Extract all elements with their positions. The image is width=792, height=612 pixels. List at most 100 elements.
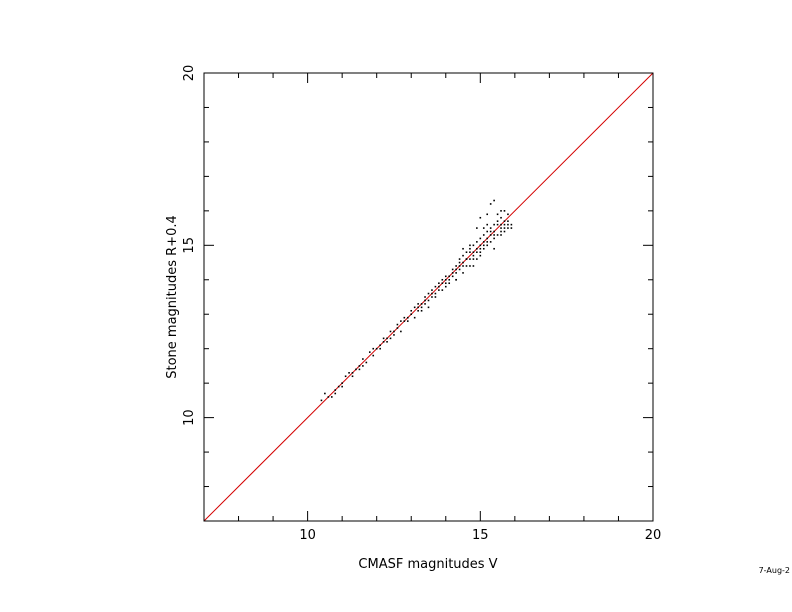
data-point	[406, 320, 409, 322]
x-tick-label: 10	[299, 528, 316, 543]
data-point	[372, 354, 375, 357]
data-point	[431, 296, 433, 298]
data-point	[486, 241, 489, 243]
data-point	[472, 244, 475, 247]
data-point	[348, 372, 350, 374]
data-point	[434, 285, 437, 288]
data-point	[417, 303, 419, 305]
plot-frame	[203, 72, 654, 522]
data-point	[465, 265, 468, 267]
data-point	[479, 237, 482, 240]
data-point	[482, 234, 485, 236]
data-point	[448, 278, 451, 281]
data-point	[458, 268, 461, 271]
data-point	[479, 251, 482, 253]
data-point	[324, 392, 326, 395]
data-point	[496, 213, 499, 216]
data-point	[320, 399, 323, 402]
data-point	[482, 227, 485, 229]
data-point	[355, 368, 357, 371]
data-point	[493, 234, 495, 236]
data-point	[500, 223, 502, 226]
data-point	[462, 261, 464, 264]
data-point	[476, 258, 478, 260]
data-point	[503, 227, 506, 229]
data-point	[420, 303, 423, 305]
data-point	[455, 278, 457, 281]
data-point	[465, 251, 468, 253]
data-point	[465, 258, 468, 260]
data-point	[424, 303, 426, 305]
data-point	[368, 351, 371, 353]
data-point	[469, 244, 471, 247]
data-point	[486, 230, 489, 233]
data-point	[493, 247, 495, 250]
data-point	[427, 306, 430, 309]
data-point	[500, 230, 502, 233]
data-point	[444, 275, 447, 278]
data-point	[482, 247, 485, 250]
data-point	[410, 309, 413, 312]
data-point	[379, 344, 381, 347]
data-point	[362, 365, 364, 367]
data-point	[493, 223, 495, 226]
data-point	[479, 254, 482, 257]
data-point	[410, 313, 413, 316]
data-point	[389, 337, 392, 340]
data-point	[500, 210, 502, 212]
reference-line	[203, 72, 654, 522]
data-point	[393, 334, 395, 336]
data-point	[455, 265, 457, 267]
data-point	[500, 234, 502, 236]
data-point	[451, 272, 454, 274]
data-point	[489, 230, 492, 233]
data-point	[507, 223, 509, 226]
reference-line-layer	[203, 72, 654, 522]
date-stamp: 7-Aug-2	[758, 566, 790, 575]
data-point	[455, 272, 457, 274]
y-tick-label: 10	[182, 409, 197, 426]
data-point	[482, 241, 485, 243]
data-point	[351, 375, 354, 378]
data-point	[448, 282, 451, 285]
data-point	[424, 299, 426, 302]
data-point	[469, 265, 471, 267]
data-point	[486, 244, 489, 247]
data-point	[482, 244, 485, 247]
data-point	[462, 265, 464, 267]
data-point	[476, 251, 478, 253]
tick-labels-layer: 10 15 20 10 15 20	[182, 65, 661, 543]
data-point	[486, 237, 489, 240]
x-axis-label: CMASF magnitudes V	[358, 557, 497, 572]
data-point	[337, 385, 340, 388]
data-point	[420, 309, 423, 312]
data-point	[476, 227, 478, 229]
data-point	[486, 223, 489, 226]
data-point	[469, 247, 471, 250]
data-point	[479, 216, 482, 219]
y-tick-label: 15	[182, 237, 197, 254]
data-point	[458, 261, 461, 264]
data-point	[472, 251, 475, 253]
data-point	[403, 320, 406, 322]
data-point	[441, 289, 444, 291]
data-point	[503, 223, 506, 226]
data-point	[389, 330, 392, 333]
data-point	[434, 292, 437, 295]
data-point	[396, 327, 399, 329]
data-point	[489, 234, 492, 236]
data-point	[351, 372, 354, 374]
data-point	[424, 296, 426, 298]
data-point	[386, 337, 388, 340]
data-point	[375, 347, 378, 350]
data-point	[334, 392, 337, 395]
data-point	[417, 309, 419, 312]
data-point	[479, 247, 482, 250]
data-point	[486, 213, 489, 216]
data-point	[469, 258, 471, 260]
data-point	[444, 282, 447, 285]
data-point	[496, 234, 499, 236]
data-point	[458, 258, 461, 260]
data-point	[444, 285, 447, 288]
